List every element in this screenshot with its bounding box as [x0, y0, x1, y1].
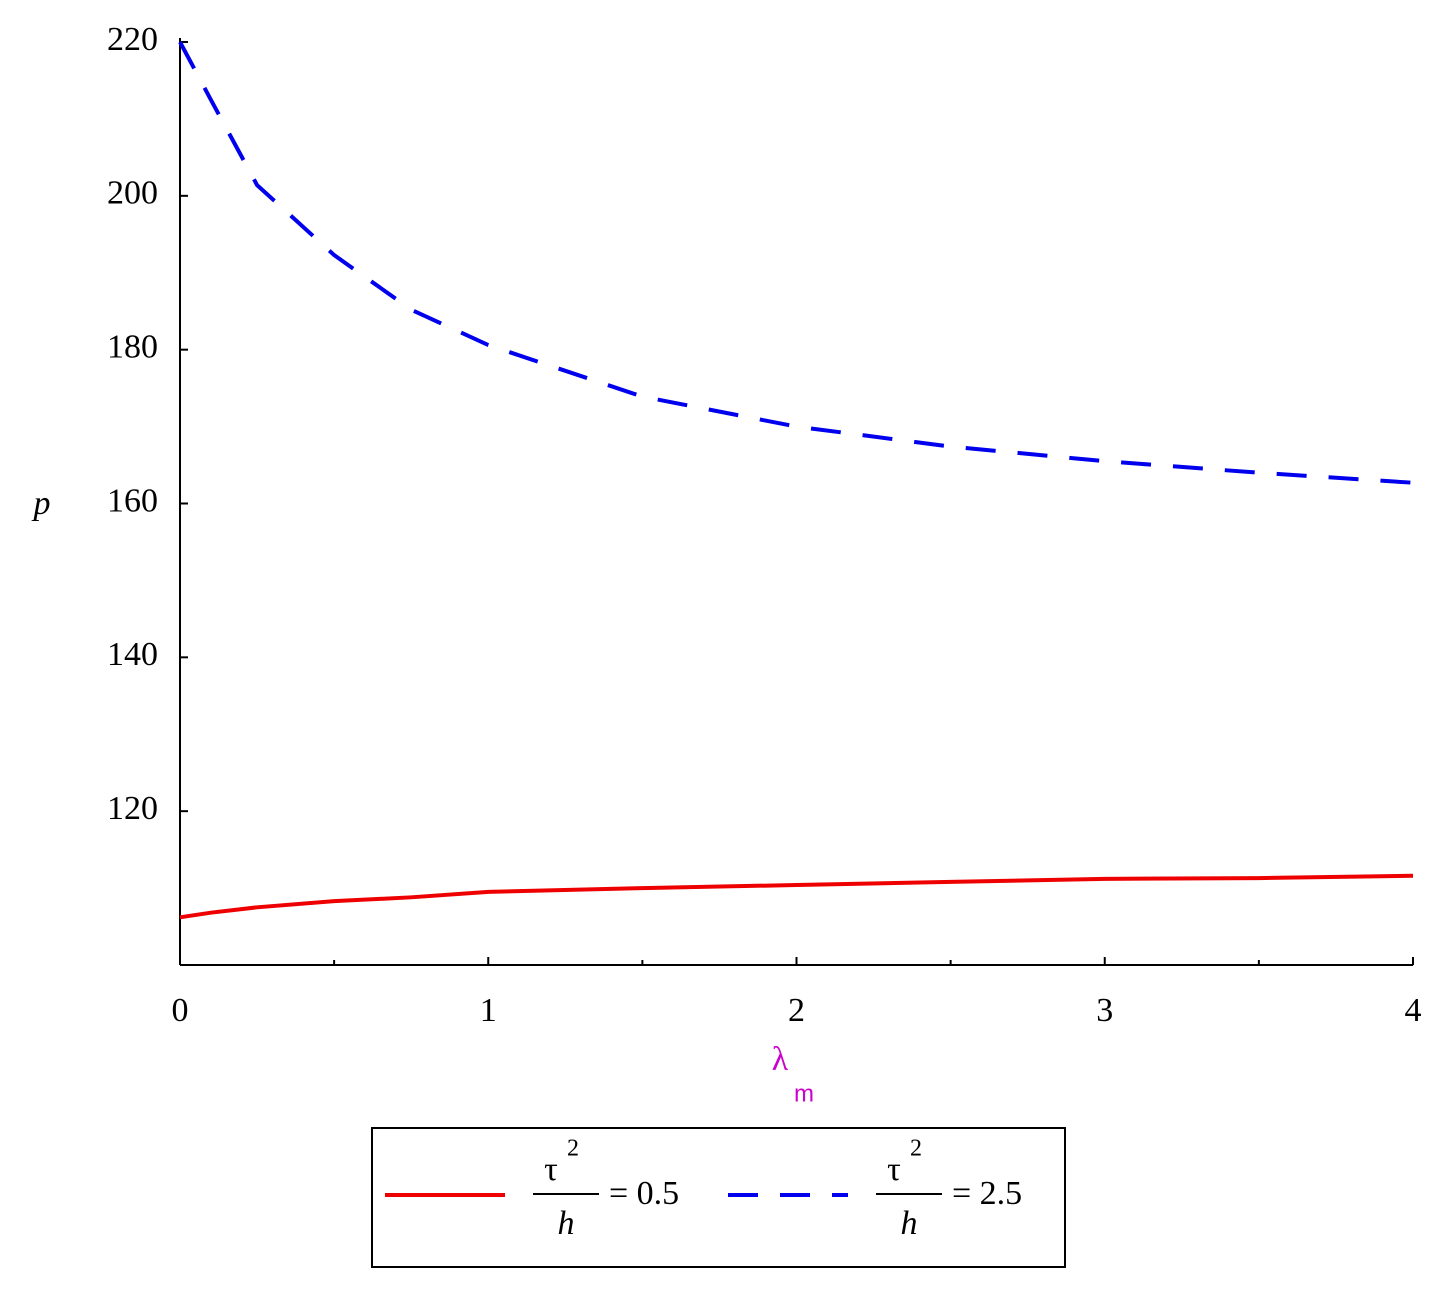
x-axis-label-subscript: m [794, 1080, 814, 1107]
x-tick-label: 2 [788, 992, 805, 1029]
x-axis-label: λ [772, 1041, 789, 1078]
x-tick-label: 4 [1405, 992, 1422, 1029]
x-tick-label: 3 [1096, 992, 1113, 1029]
legend-numerator: τ [544, 1151, 558, 1188]
data-line [179, 873, 1414, 920]
y-axis-label: p [32, 485, 51, 522]
data-line [178, 41, 1414, 485]
legend-rhs: = 2.5 [952, 1175, 1022, 1212]
legend-rhs: = 0.5 [609, 1175, 679, 1212]
y-tick-label: 140 [107, 636, 158, 673]
legend-denominator: h [901, 1205, 918, 1242]
x-tick-label: 1 [480, 992, 497, 1029]
legend-box [371, 1127, 1066, 1268]
legend-superscript: 2 [567, 1136, 579, 1162]
y-tick-label: 200 [107, 175, 158, 212]
x-tick-label: 0 [172, 992, 189, 1029]
y-tick-label: 180 [107, 328, 158, 365]
y-tick-label: 160 [107, 482, 158, 519]
legend-numerator: τ [887, 1151, 901, 1188]
legend-denominator: h [558, 1205, 575, 1242]
legend-superscript: 2 [910, 1136, 922, 1162]
y-tick-label: 120 [107, 790, 158, 827]
y-tick-label: 220 [107, 21, 158, 58]
